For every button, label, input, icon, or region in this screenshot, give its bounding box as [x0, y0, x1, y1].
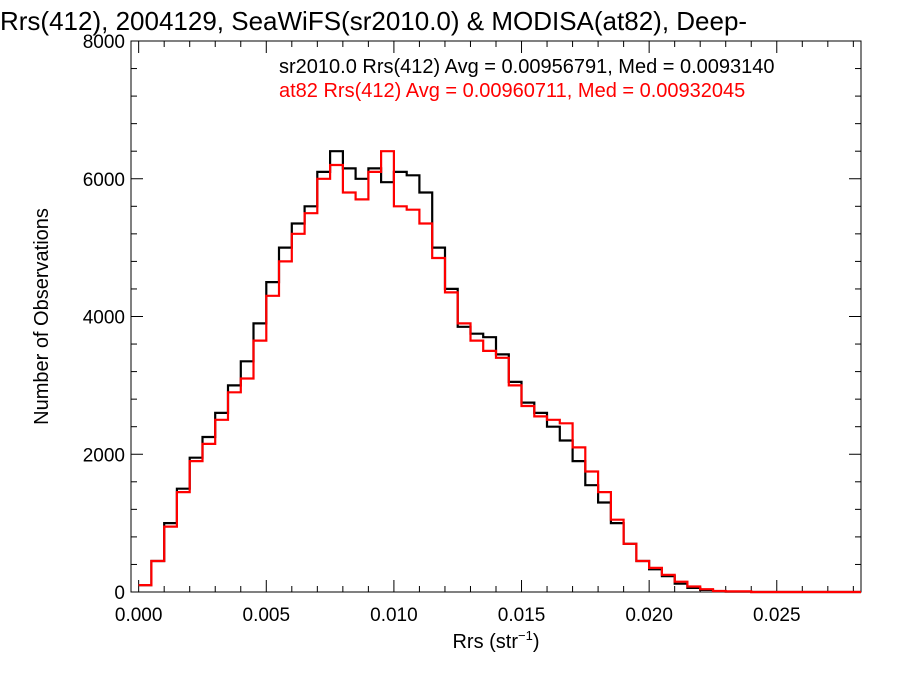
- x-tick-label: 0.025: [753, 605, 801, 626]
- x-tick-label: 0.015: [498, 605, 546, 626]
- legend-entry-1: sr2010.0 Rrs(412) Avg = 0.00956791, Med …: [279, 56, 775, 78]
- y-tick-label: 8000: [83, 32, 125, 53]
- series-line-2: [138, 150, 861, 594]
- x-tick-label: 0.020: [625, 605, 673, 626]
- y-tick-label: 6000: [83, 170, 125, 191]
- legend: sr2010.0 Rrs(412) Avg = 0.00956791, Med …: [279, 56, 775, 102]
- plot-frame: [130, 40, 862, 593]
- series-line-1: [138, 150, 861, 594]
- y-axis-label: Number of Observations: [31, 208, 53, 425]
- x-tick-label: 0.000: [115, 605, 163, 626]
- y-tick-label: 0: [114, 583, 125, 604]
- legend-entry-2: at82 Rrs(412) Avg = 0.00960711, Med = 0.…: [279, 80, 745, 102]
- y-tick-label: 2000: [83, 445, 125, 466]
- x-tick-label: 0.005: [243, 605, 291, 626]
- x-tick-label: 0.010: [370, 605, 418, 626]
- x-axis-label: Rrs (str−1): [452, 628, 539, 653]
- axis-ticks: [131, 40, 861, 593]
- y-tick-label: 4000: [83, 308, 125, 329]
- tick-labels: 0.000 0.005 0.010 0.015 0.020 0.025 0 2000 4000 6…: [83, 32, 801, 626]
- series-layer: [138, 150, 861, 594]
- chart-title: Rrs(412), 2004129, SeaWiFS(sr2010.0) & M…: [0, 6, 747, 36]
